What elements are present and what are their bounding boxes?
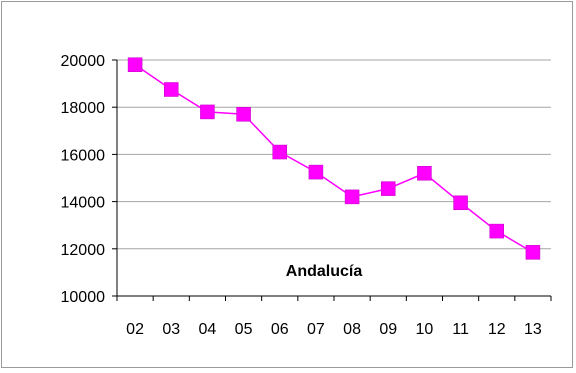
x-tick-label: 09: [379, 321, 397, 338]
x-tick-label: 11: [452, 321, 469, 338]
gridlines: [117, 59, 551, 250]
chart-title: Andalucía: [286, 263, 363, 280]
series-line-group: [127, 57, 541, 260]
data-point-marker: [525, 245, 541, 260]
x-tick-label: 12: [488, 321, 506, 338]
data-point-marker: [236, 107, 251, 122]
y-tick-labels: 10000 12000 14000 16000 18000 20000: [61, 53, 117, 306]
data-point-marker: [200, 104, 215, 120]
data-point-marker: [127, 57, 143, 72]
x-tick-label: 08: [343, 321, 361, 338]
data-point-marker: [272, 144, 287, 160]
data-point-marker: [489, 223, 504, 239]
chart-frame: 10000 12000 14000 16000 18000 20000 02 03 04 05 0…: [1, 1, 573, 368]
x-tick-label: 04: [199, 321, 217, 338]
data-point-marker: [453, 195, 468, 211]
series-line: [134, 64, 534, 253]
x-tick-label: 06: [271, 321, 289, 338]
y-tick-label: 20000: [61, 53, 106, 70]
x-tick-label: 13: [524, 321, 542, 338]
x-tick-labels: 02 03 04 05 06 07 08 09 10 11 12 13: [116, 296, 552, 338]
data-point-marker: [381, 181, 396, 196]
x-tick-label: 07: [307, 321, 325, 338]
data-point-marker: [417, 166, 432, 181]
y-tick-label: 10000: [61, 289, 106, 306]
x-tick-label: 02: [126, 321, 144, 338]
x-tick-label: 05: [235, 321, 253, 338]
x-tick-label: 10: [416, 321, 434, 338]
y-tick-label: 18000: [61, 100, 106, 117]
x-tick-label: 03: [162, 321, 180, 338]
data-point-marker: [308, 164, 324, 180]
data-point-marker: [344, 189, 360, 205]
y-tick-label: 16000: [61, 147, 106, 164]
data-point-marker: [164, 82, 179, 97]
y-tick-label: 14000: [61, 195, 106, 212]
y-tick-label: 12000: [61, 242, 106, 259]
